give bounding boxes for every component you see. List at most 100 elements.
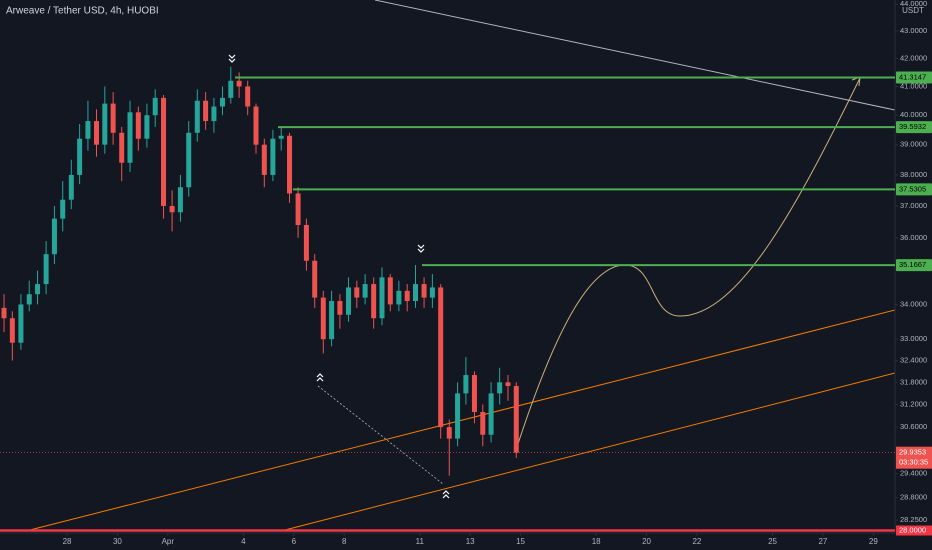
y-tick-label: 42.0000 bbox=[900, 53, 927, 62]
y-tick-label: 41.0000 bbox=[900, 81, 927, 90]
candle-body bbox=[404, 290, 410, 302]
unit-label: USDT bbox=[902, 6, 924, 15]
y-tick-label: 28.8000 bbox=[900, 493, 927, 502]
candle-body bbox=[320, 297, 326, 340]
x-tick-label: 15 bbox=[516, 537, 525, 546]
y-tick-label: 34.0000 bbox=[900, 299, 927, 308]
candle-body bbox=[85, 121, 91, 139]
candle-body bbox=[505, 382, 511, 386]
countdown-label: 03:30:35 bbox=[899, 458, 928, 467]
last-price-label: 29.9353 bbox=[899, 448, 926, 457]
candle-body bbox=[455, 393, 461, 439]
pivot-marker bbox=[316, 373, 324, 382]
candle-body bbox=[35, 284, 41, 295]
pivot-marker bbox=[417, 244, 425, 253]
y-tick-label: 40.0000 bbox=[900, 110, 927, 119]
y-tick-label: 32.4000 bbox=[900, 356, 927, 365]
x-tick-label: 13 bbox=[466, 537, 475, 546]
candle-body bbox=[379, 277, 385, 319]
support-label-box bbox=[896, 525, 932, 536]
x-tick-label: 11 bbox=[416, 537, 425, 546]
candle-body bbox=[219, 97, 225, 107]
candle-body bbox=[102, 103, 108, 145]
candle-body bbox=[354, 287, 360, 298]
level-label: 37.5305 bbox=[899, 184, 926, 193]
candle-body bbox=[337, 301, 343, 315]
level-label: 41.3147 bbox=[899, 73, 926, 82]
candle-body bbox=[396, 290, 402, 305]
candle-body bbox=[312, 260, 318, 298]
candle-body bbox=[412, 284, 418, 302]
candle-body bbox=[18, 304, 24, 343]
candle-body bbox=[51, 218, 57, 255]
candle-body bbox=[228, 80, 234, 98]
y-tick-label: 38.0000 bbox=[900, 170, 927, 179]
y-tick-label: 37.0000 bbox=[900, 201, 927, 210]
candle-body bbox=[438, 287, 444, 428]
candle-body bbox=[303, 225, 309, 261]
candle-body bbox=[253, 106, 259, 145]
last-price-box bbox=[896, 446, 932, 469]
candle-body bbox=[261, 144, 267, 175]
candle-body bbox=[513, 385, 519, 453]
candle-body bbox=[186, 132, 192, 188]
candle-body bbox=[287, 135, 293, 194]
candle-body bbox=[270, 138, 276, 175]
x-tick-label: 18 bbox=[592, 537, 601, 546]
candle-body bbox=[161, 97, 167, 206]
y-tick-label: 43.0000 bbox=[900, 26, 927, 35]
drawings bbox=[29, 0, 896, 531]
x-tick-label: 25 bbox=[768, 537, 777, 546]
y-tick-label: 31.8000 bbox=[900, 377, 927, 386]
candle-body bbox=[446, 427, 452, 439]
candle-body bbox=[371, 284, 377, 319]
candle-body bbox=[236, 80, 242, 87]
level-label-box bbox=[896, 121, 932, 134]
level-label-box bbox=[896, 259, 932, 272]
candle-body bbox=[177, 187, 183, 213]
chart-title: Arweave / Tether USD, 4h, HUOBI bbox=[6, 6, 159, 17]
x-tick-label: 28 bbox=[63, 537, 72, 546]
candle-body bbox=[463, 375, 469, 394]
candle-body bbox=[135, 112, 141, 139]
candle-body bbox=[387, 277, 393, 305]
candle-body bbox=[119, 132, 125, 163]
x-tick-label: 6 bbox=[292, 537, 297, 546]
candle-body bbox=[194, 100, 200, 133]
y-tick-label: 29.4000 bbox=[900, 469, 927, 478]
channel-line bbox=[29, 309, 896, 531]
candle-body bbox=[60, 199, 66, 219]
candle-body bbox=[169, 205, 175, 213]
candle-body bbox=[211, 106, 217, 122]
candle-body bbox=[127, 112, 133, 163]
level-label-box bbox=[896, 71, 932, 84]
candle-body bbox=[471, 375, 477, 412]
x-tick-label: 30 bbox=[113, 537, 122, 546]
candle-body bbox=[488, 393, 494, 435]
candle-body bbox=[68, 174, 74, 200]
y-tick-label: 39.0000 bbox=[900, 140, 927, 149]
candle-body bbox=[26, 294, 32, 305]
candle-body bbox=[345, 287, 351, 315]
level-label-box bbox=[896, 183, 932, 196]
x-tick-label: 29 bbox=[869, 537, 878, 546]
x-tick-label: 22 bbox=[692, 537, 701, 546]
y-tick-label: 30.6000 bbox=[900, 422, 927, 431]
y-tick-label: 44.0000 bbox=[900, 0, 927, 8]
candle-body bbox=[421, 284, 427, 298]
y-tick-label: 31.2000 bbox=[900, 399, 927, 408]
trend-line bbox=[374, 0, 896, 111]
projection-curve bbox=[515, 77, 861, 451]
candle-body bbox=[497, 382, 503, 394]
y-tick-label: 36.0000 bbox=[900, 233, 927, 242]
candle-body bbox=[278, 135, 284, 139]
candle-body bbox=[203, 100, 209, 122]
candle-body bbox=[77, 138, 83, 175]
support-label: 28.0000 bbox=[899, 525, 926, 534]
x-tick-label: Apr bbox=[162, 537, 175, 546]
candle-body bbox=[94, 121, 100, 145]
x-tick-label: 8 bbox=[342, 537, 347, 546]
y-tick-label: 28.2500 bbox=[900, 515, 927, 524]
